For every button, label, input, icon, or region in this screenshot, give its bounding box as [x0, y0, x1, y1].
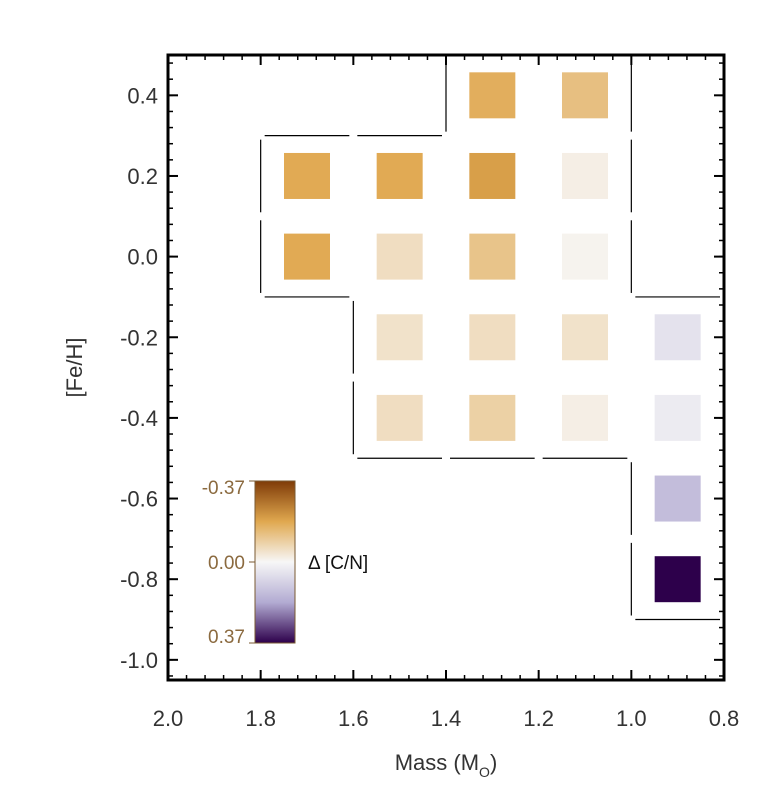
- heatmap-cell: [284, 152, 330, 199]
- heatmap-cell: [469, 394, 516, 441]
- colorbar-gradient: [254, 480, 296, 644]
- y-axis-ticks: 0.4 0.2 0.0 -0.2 -0.4 -0.6 -0.8 -1.0: [120, 62, 724, 677]
- heatmap-cells: [284, 72, 701, 603]
- x-tick-label: 1.2: [523, 706, 554, 731]
- heatmap-cell: [562, 152, 608, 199]
- heatmap-cell: [469, 233, 516, 280]
- colorbar-tick-label: -0.37: [202, 478, 245, 499]
- x-axis-ticks: 2.0 1.8 1.6 1.4 1.2 1.0 0.8: [153, 55, 740, 731]
- x-tick-label: 2.0: [153, 706, 184, 731]
- heatmap-cell: [469, 72, 516, 119]
- y-axis-title: [Fe/H]: [62, 338, 87, 398]
- heatmap-cell: [469, 152, 516, 199]
- y-tick-label: 0.0: [127, 245, 158, 270]
- heatmap-cell: [376, 314, 423, 361]
- heatmap-cell: [562, 394, 608, 441]
- heatmap-cell: [654, 394, 701, 441]
- heatmap-cell: [469, 314, 516, 361]
- y-tick-label: -1.0: [120, 648, 158, 673]
- y-tick-label: 0.2: [127, 164, 158, 189]
- y-tick-label: -0.8: [120, 567, 158, 592]
- colorbar-tick-label: 0.00: [208, 553, 245, 574]
- heatmap-cell: [376, 233, 423, 280]
- heatmap-cell: [654, 475, 701, 522]
- heatmap-cell: [654, 314, 701, 361]
- x-axis-title-close: ): [490, 750, 497, 775]
- heatmap-cell: [562, 233, 608, 280]
- colorbar: -0.37 0.00 0.37 Δ [C/N]: [202, 478, 369, 648]
- x-axis-title: Mass (MO): [395, 750, 498, 780]
- colorbar-tick-label: 0.37: [208, 627, 245, 648]
- heatmap-cell: [376, 394, 423, 441]
- y-tick-label: -0.2: [120, 325, 158, 350]
- plot-border: [166, 53, 726, 682]
- colorbar-title: Δ [C/N]: [308, 553, 368, 574]
- x-tick-label: 1.8: [245, 706, 276, 731]
- x-tick-label: 1.6: [338, 706, 369, 731]
- y-tick-label: -0.4: [120, 406, 158, 431]
- heatmap-cell: [562, 72, 608, 119]
- heatmap-cell: [376, 152, 423, 199]
- x-tick-label: 1.4: [431, 706, 462, 731]
- x-tick-label: 1.0: [616, 706, 647, 731]
- x-axis-title-subscript: O: [479, 764, 490, 780]
- x-tick-label: 0.8: [709, 706, 740, 731]
- y-tick-label: -0.6: [120, 487, 158, 512]
- heatmap-cell: [562, 314, 608, 361]
- plot-frame: [166, 53, 726, 682]
- heatmap-cell: [284, 233, 330, 280]
- heatmap-cell: [654, 556, 701, 603]
- group-borders: [260, 54, 720, 621]
- y-tick-label: 0.4: [127, 83, 158, 108]
